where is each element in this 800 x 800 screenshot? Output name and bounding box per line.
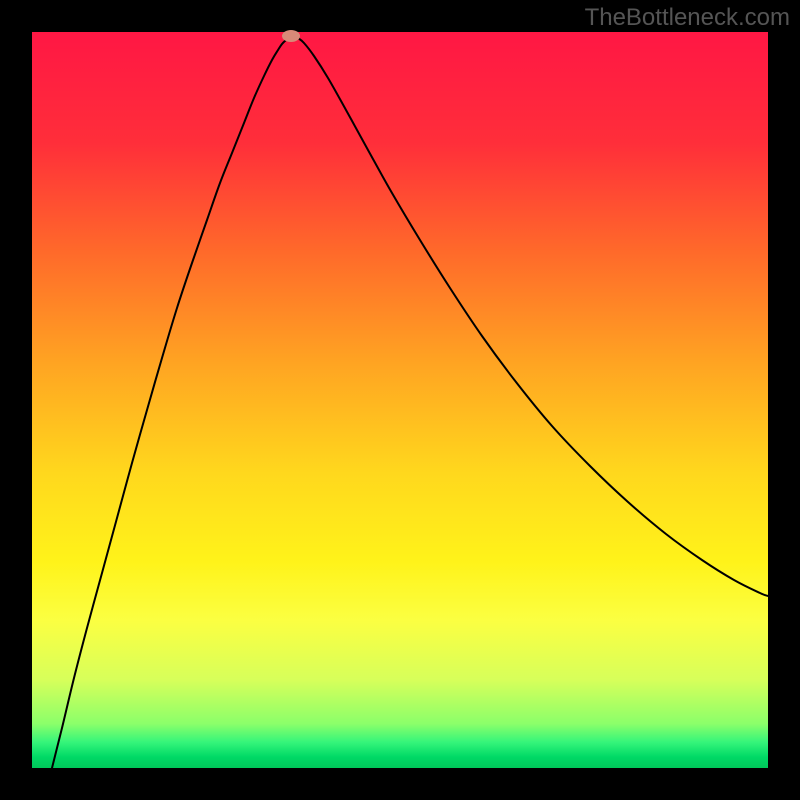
bottleneck-chart — [0, 0, 800, 800]
watermark-text: TheBottleneck.com — [585, 4, 790, 32]
chart-container: TheBottleneck.com — [0, 0, 800, 800]
chart-plot-area — [32, 32, 768, 768]
chart-minimum-marker — [282, 30, 300, 42]
